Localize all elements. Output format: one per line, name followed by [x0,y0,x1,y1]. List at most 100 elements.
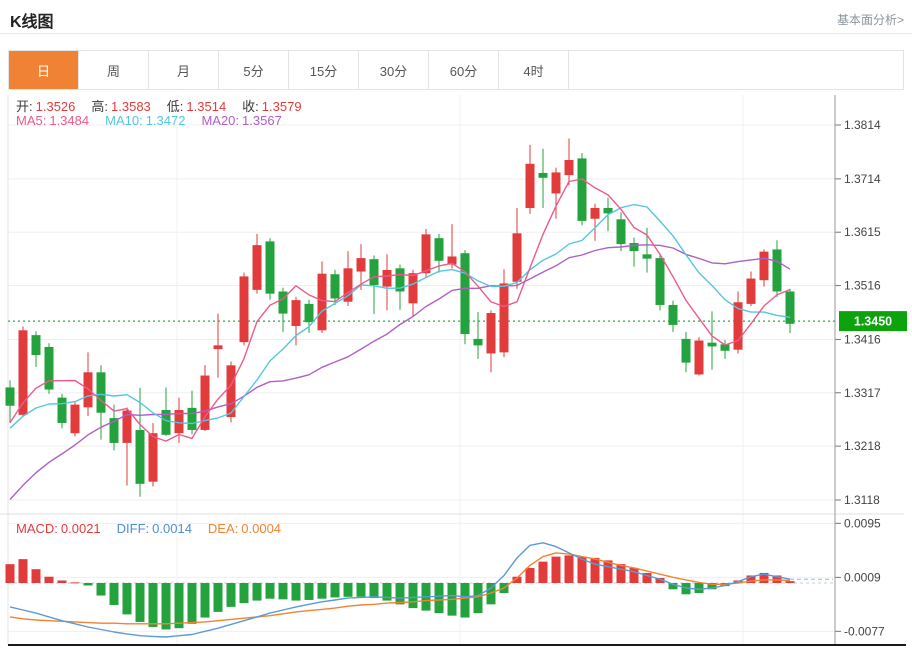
macd-histogram-bar [122,583,132,615]
high-readout: 高: 1.3583 [91,99,150,114]
candle [655,258,665,305]
close-value: 1.3579 [261,99,302,114]
open-readout: 开: 1.3526 [16,99,75,114]
macd-histogram-bar [5,564,15,583]
candle [616,219,626,245]
candle [538,172,548,178]
candle [577,158,587,221]
candle [499,283,509,353]
ma20-value: 1.3567 [242,113,282,128]
tab-5min[interactable]: 5分 [219,51,289,89]
candle [265,241,275,294]
macd-histogram-bar [135,583,145,622]
macd-histogram-bar [642,572,652,583]
page-title: K线图 [10,14,54,31]
candle [161,410,171,435]
macd-histogram-bar [382,583,392,601]
macd-histogram-bar [616,564,626,583]
price-axis-label: 1.3814 [844,118,881,132]
macd-histogram-bar [252,583,262,601]
close-readout: 收: 1.3579 [242,99,301,114]
macd-histogram-bar [356,583,366,597]
candle [681,338,691,363]
tab-4hour[interactable]: 4时 [499,51,569,89]
candle [694,340,704,375]
ma20-readout: MA20: 1.3567 [201,113,281,128]
price-axis-label: 1.3317 [844,386,881,400]
macd-histogram-bar [330,583,340,598]
candle [304,303,314,323]
dea-readout: DEA: 0.0004 [208,521,281,536]
candle [447,256,457,265]
macd-readout: MACD: 0.0021 DIFF: 0.0014 DEA: 0.0004 [16,521,297,536]
tab-month[interactable]: 月 [149,51,219,89]
macd-histogram-bar [759,572,769,583]
macd-histogram-bar [265,583,275,599]
macd-histogram-bar [564,555,574,583]
candle [343,268,353,302]
tab-week[interactable]: 周 [79,51,149,89]
candle [421,234,431,274]
ohlc-readout: 开: 1.3526 高: 1.3583 低: 1.3514 收: 1.3579 [16,96,318,115]
ma5-value: 1.3484 [49,113,90,128]
ma5-readout: MA5: 1.3484 [16,113,89,128]
candle [434,238,444,261]
candle [135,429,145,484]
macd-histogram-bar [304,583,314,600]
candle [772,249,782,292]
macd-histogram-bar [31,569,41,583]
macd-histogram-bar [278,583,288,600]
macd-histogram-bar [213,583,223,612]
tab-60min[interactable]: 60分 [429,51,499,89]
candle [759,251,769,281]
macd-histogram-bar [551,556,561,583]
candle [512,233,522,282]
candle [382,269,392,287]
macd-histogram-bar [746,575,756,583]
ma5-label: MA5: [16,113,47,128]
candle [473,338,483,346]
high-value: 1.3583 [111,99,151,114]
candle [174,410,184,434]
diff-label: DIFF: [116,521,150,536]
macd-histogram-bar [629,567,639,583]
macd-histogram-bar [668,583,678,590]
tab-15min[interactable]: 15分 [289,51,359,89]
macd-histogram-bar [694,583,704,594]
candle [564,160,574,176]
header-divider [0,33,912,34]
candle [200,375,210,430]
candle [291,300,301,326]
diff-value: 0.0014 [152,521,192,536]
macd-histogram-bar [343,583,353,597]
candle [252,245,262,290]
high-label: 高: [91,99,109,114]
ma10-line [9,203,791,429]
low-label: 低: [166,99,184,114]
candle [148,433,158,482]
candle [5,387,15,406]
macd-histogram-bar [148,583,158,627]
macd-histogram-bar [83,583,93,586]
tab-day[interactable]: 日 [9,51,79,89]
macd-histogram-bar [512,576,522,583]
timeframe-tabs: 日周月 5分 15分 30分 60分 4时 [8,50,904,90]
tab-30min[interactable]: 30分 [359,51,429,89]
macd-histogram-bar [460,583,470,618]
candle [44,346,54,390]
ma20-label: MA20: [201,113,240,128]
candle [57,397,67,423]
macd-histogram-bar [395,583,405,605]
macd-histogram-bar [434,583,444,614]
fundamental-analysis-link[interactable]: 基本面分析> [836,13,904,27]
candle [122,410,132,443]
candle [18,330,28,415]
close-label: 收: [242,99,259,114]
candle [109,418,119,443]
candle [551,172,561,194]
candle [330,274,340,299]
candle [408,273,418,304]
macd-label: MACD: [16,521,58,536]
